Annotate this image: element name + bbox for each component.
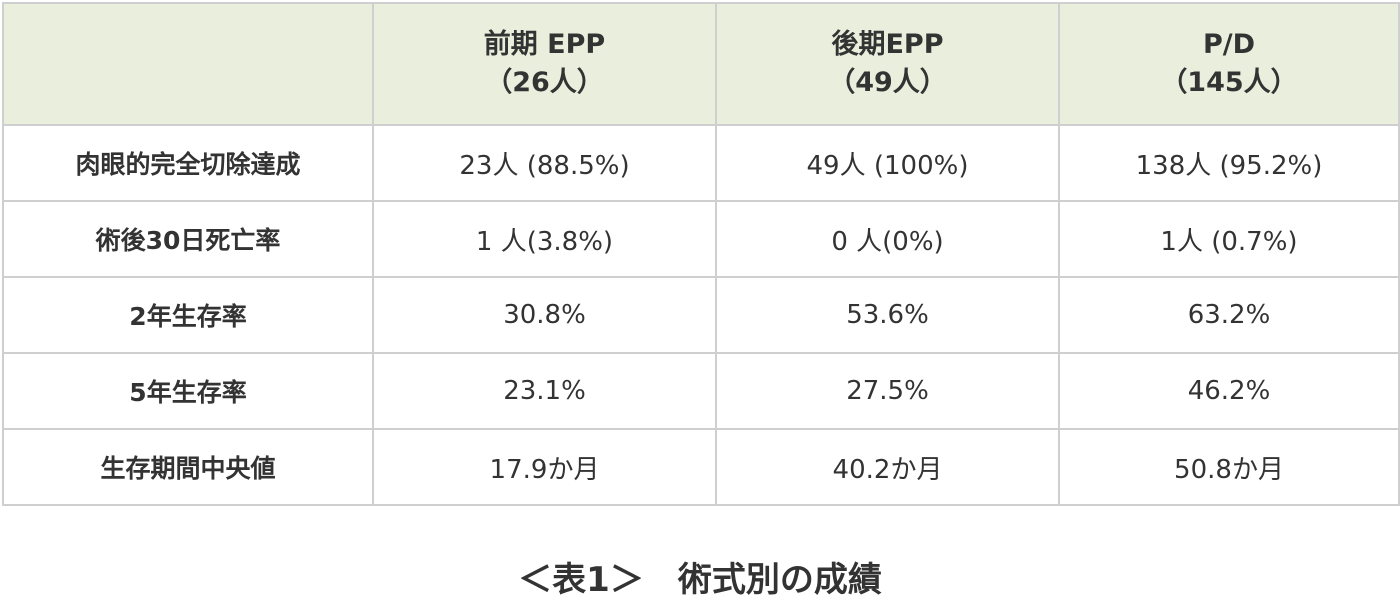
header-line: （145人） — [1160, 67, 1298, 98]
results-table: 前期 EPP （26人） 後期EPP （49人） P/D （145人） 肉眼的完全切除達成… — [2, 2, 1400, 506]
table-cell: 1人 (0.7%) — [1058, 200, 1400, 278]
header-line: （26人） — [485, 67, 604, 98]
table-cell: 30.8% — [372, 276, 717, 354]
header-line: 後期EPP — [831, 29, 944, 60]
table-cell: 46.2% — [1058, 352, 1400, 430]
header-line: 前期 EPP — [483, 29, 606, 60]
table-row: 術後30日死亡率 1 人(3.8%) 0 人(0%) 1人 (0.7%) — [2, 200, 1400, 278]
row-label: 肉眼的完全切除達成 — [2, 124, 374, 202]
table-cell: 1 人(3.8%) — [372, 200, 717, 278]
row-label: 5年生存率 — [2, 352, 374, 430]
table-cell: 17.9か月 — [372, 428, 717, 506]
row-label: 2年生存率 — [2, 276, 374, 354]
table-cell: 49人 (100%) — [715, 124, 1060, 202]
table-row: 肉眼的完全切除達成 23人 (88.5%) 49人 (100%) 138人 (95.2… — [2, 124, 1400, 202]
row-label: 生存期間中央値 — [2, 428, 374, 506]
table-cell: 27.5% — [715, 352, 1060, 430]
table-cell: 53.6% — [715, 276, 1060, 354]
table-row: 5年生存率 23.1% 27.5% 46.2% — [2, 352, 1400, 430]
table-cell: 138人 (95.2%) — [1058, 124, 1400, 202]
header-cell: P/D （145人） — [1058, 2, 1400, 126]
table-body: 肉眼的完全切除達成 23人 (88.5%) 49人 (100%) 138人 (95.2… — [2, 124, 1400, 506]
table-cell: 40.2か月 — [715, 428, 1060, 506]
row-label: 術後30日死亡率 — [2, 200, 374, 278]
table-row: 2年生存率 30.8% 53.6% 63.2% — [2, 276, 1400, 354]
caption: ＜表1＞ 術式別の成績 — [518, 560, 882, 600]
table-cell: 63.2% — [1058, 276, 1400, 354]
table-cell: 23人 (88.5%) — [372, 124, 717, 202]
table-cell: 23.1% — [372, 352, 717, 430]
header-line: P/D — [1202, 29, 1256, 60]
header-row: 前期 EPP （26人） 後期EPP （49人） P/D （145人） — [2, 2, 1400, 126]
header-cell: 後期EPP （49人） — [715, 2, 1060, 126]
header-line: （49人） — [828, 67, 947, 98]
header-corner — [2, 2, 374, 126]
header-cell: 前期 EPP （26人） — [372, 2, 717, 126]
table-cell: 50.8か月 — [1058, 428, 1400, 506]
table-row: 生存期間中央値 17.9か月 40.2か月 50.8か月 — [2, 428, 1400, 506]
table-cell: 0 人(0%) — [715, 200, 1060, 278]
